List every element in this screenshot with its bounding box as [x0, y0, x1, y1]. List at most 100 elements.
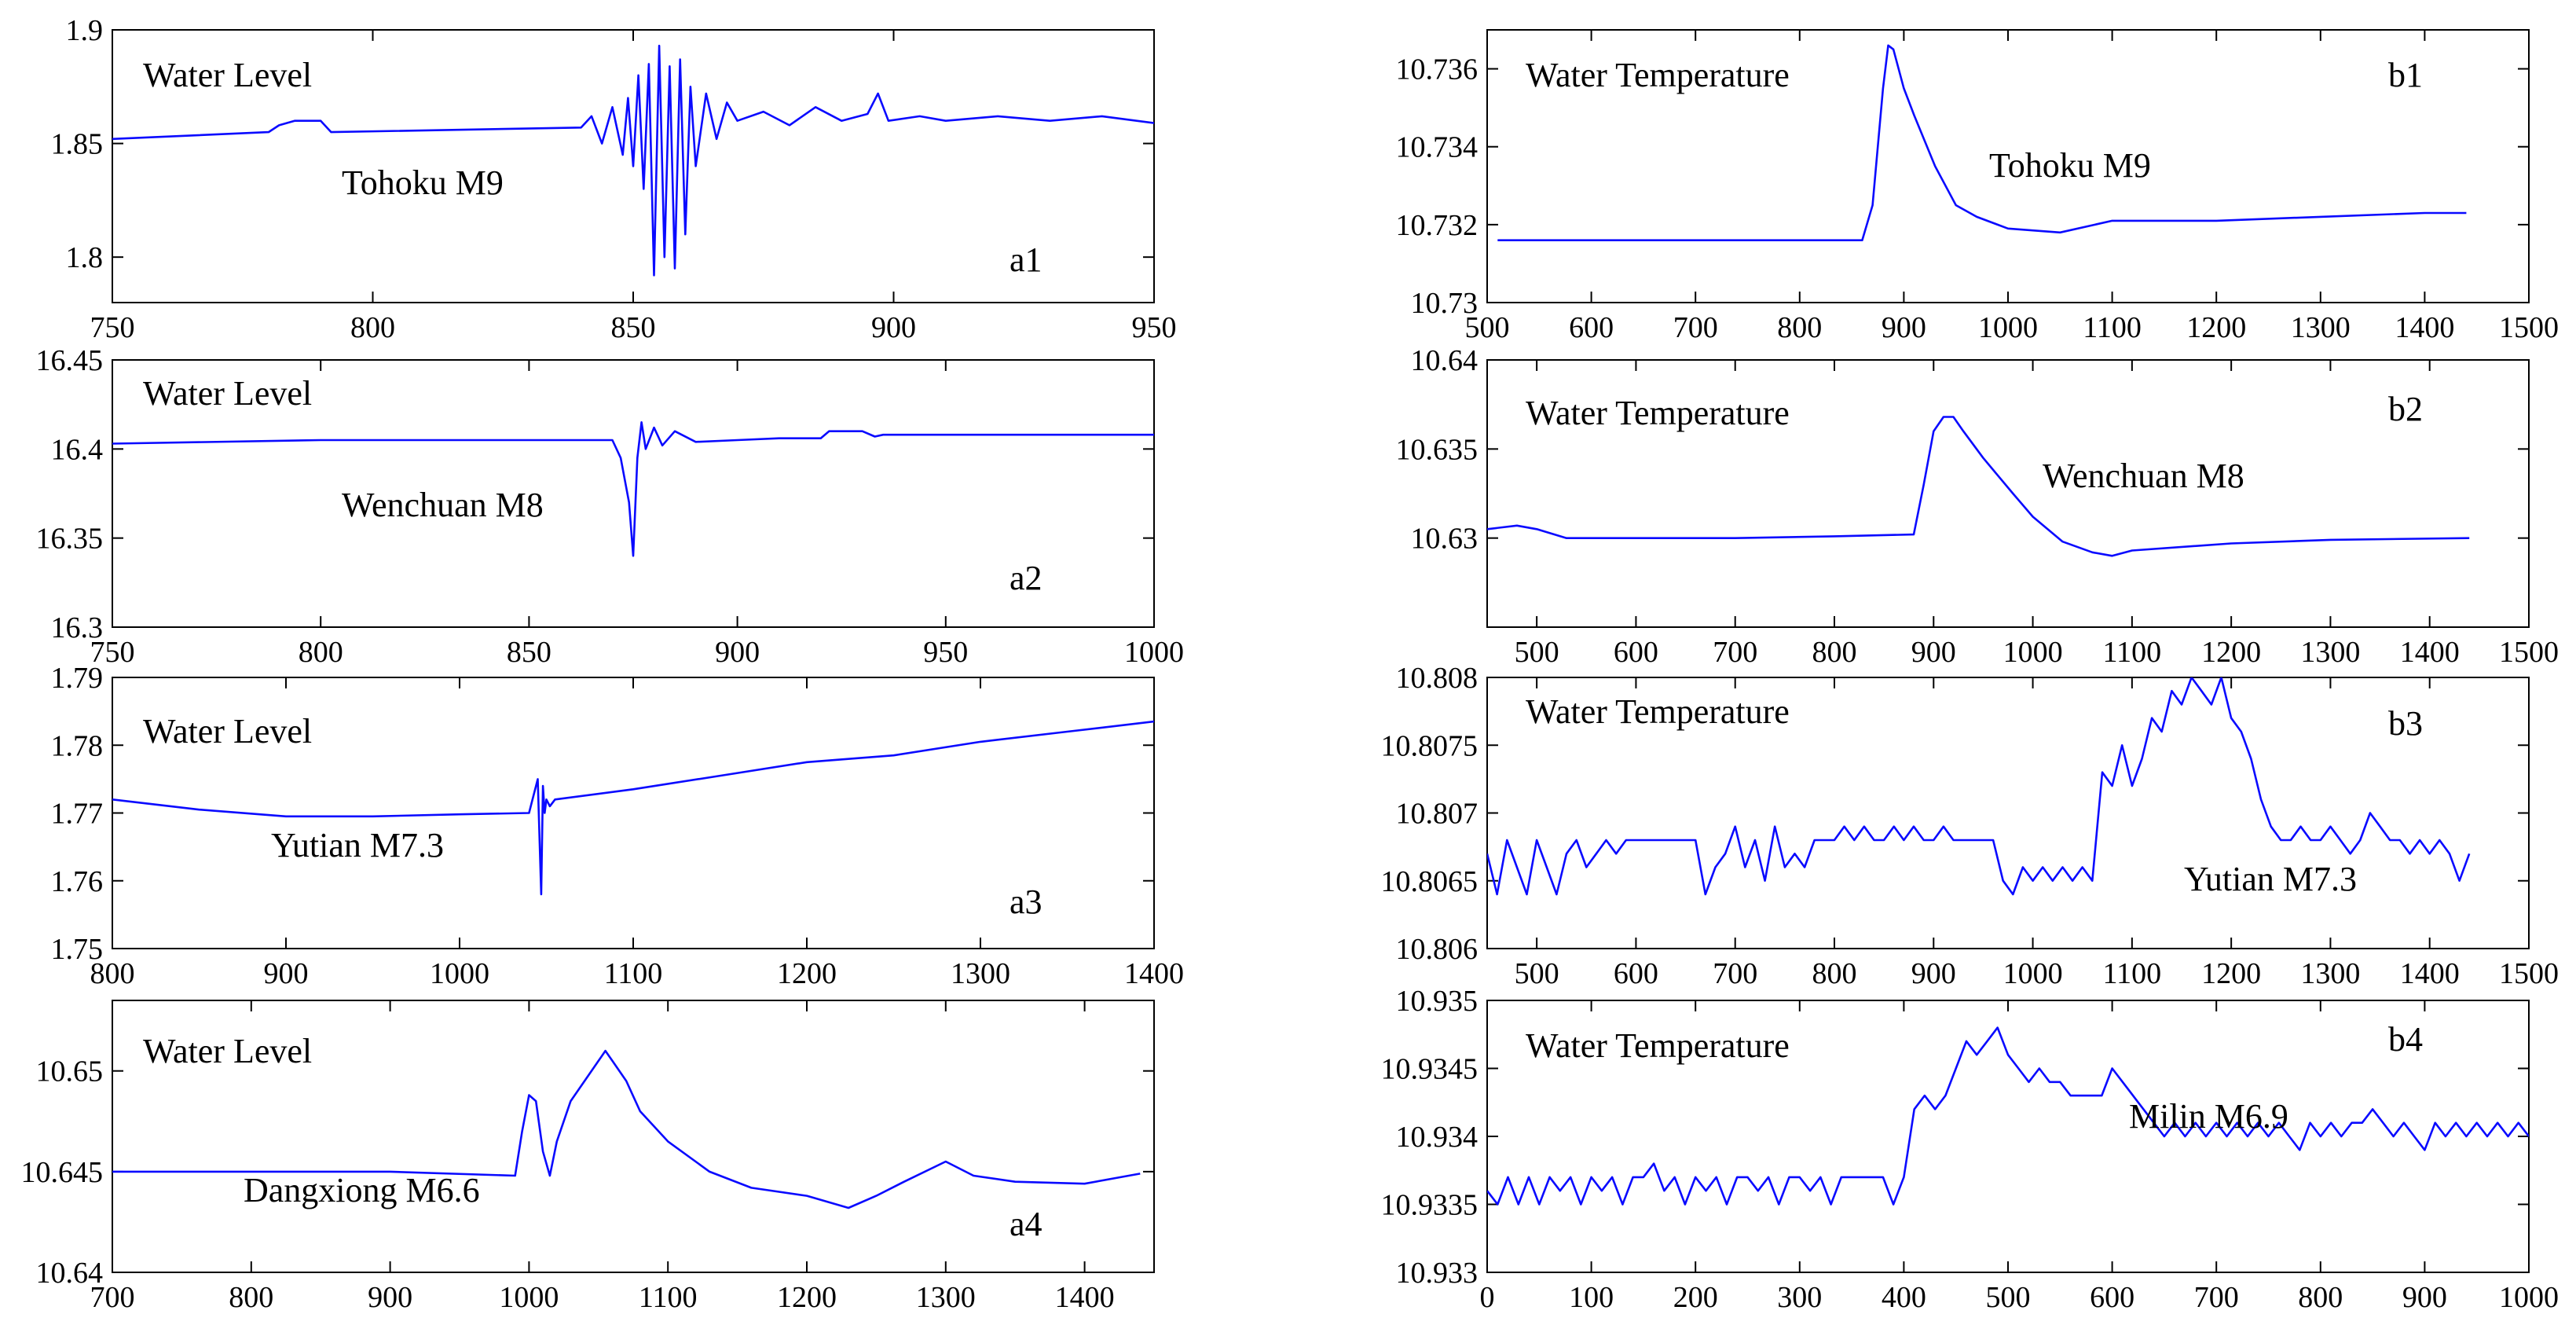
chart-panel-b1: 500 600 700 800 900 1000 1100 1200 1300 1400 1500 1… — [1396, 29, 2559, 344]
y-tick-label: 10.8075 — [1381, 729, 1479, 762]
series-line-b2 — [1487, 416, 2470, 557]
x-tick-label: 900 — [1911, 636, 1956, 669]
x-tick-label: 900 — [1882, 311, 1926, 344]
event-label: Yutian M7.3 — [271, 826, 444, 864]
y-tick-label: 1.85 — [51, 128, 104, 161]
series-line-a1 — [112, 44, 1154, 277]
x-tick-label: 1300 — [2300, 957, 2360, 990]
panels-group: 750 800 850 900 950 1.8 1.85 1.9 Water Level Toho… — [21, 14, 2560, 1314]
x-tick-label: 1100 — [639, 1281, 698, 1314]
y-tick-label: 10.934 — [1396, 1121, 1479, 1154]
series-line-a4 — [112, 1049, 1141, 1209]
chart-panel-a4: 700 800 900 1000 1100 1200 1300 1400 10.64 10.645… — [21, 1000, 1155, 1314]
x-tick-label: 900 — [715, 636, 760, 669]
x-tick-label: 850 — [611, 311, 656, 344]
x-tick-label: 800 — [229, 1281, 273, 1314]
panel-label: b2 — [2388, 390, 2423, 428]
series-line-b1 — [1497, 44, 2467, 242]
y-tick-label: 10.645 — [21, 1156, 104, 1189]
x-tick-label: 1100 — [2103, 957, 2162, 990]
x-tick-label: 1100 — [2083, 311, 2142, 344]
y-tick-label: 10.734 — [1396, 131, 1479, 164]
x-tick-label: 750 — [90, 311, 135, 344]
y-tick-label: 10.64 — [36, 1257, 104, 1290]
x-tick-label: 1400 — [2400, 636, 2460, 669]
series-line-b4 — [1487, 1026, 2529, 1206]
series-line-a3 — [112, 720, 1154, 896]
y-tick-label: 10.65 — [36, 1055, 104, 1088]
y-tick-label: 10.807 — [1396, 798, 1479, 831]
x-tick-label: 800 — [1812, 957, 1857, 990]
x-tick-label: 400 — [1882, 1281, 1926, 1314]
x-tick-label: 1000 — [430, 957, 489, 990]
x-tick-label: 1500 — [2499, 957, 2559, 990]
x-tick-label: 1400 — [1055, 1281, 1115, 1314]
panel-label: a1 — [1010, 240, 1042, 279]
x-tick-label: 1000 — [2003, 636, 2063, 669]
x-tick-label: 800 — [1777, 311, 1822, 344]
x-tick-label: 900 — [871, 311, 916, 344]
y-tick-label: 1.77 — [51, 798, 104, 831]
x-tick-label: 500 — [1515, 636, 1559, 669]
x-tick-label: 1300 — [951, 957, 1010, 990]
chart-panel-b3: 500 600 700 800 900 1000 1100 1200 1300 1400 1500 1… — [1381, 662, 2560, 990]
x-tick-label: 1200 — [2201, 957, 2261, 990]
x-tick-label: 900 — [2402, 1281, 2447, 1314]
y-tick-label: 16.45 — [36, 344, 104, 377]
x-tick-label: 1300 — [2291, 311, 2351, 344]
y-tick-label: 10.806 — [1396, 933, 1479, 966]
x-tick-label: 1400 — [2400, 957, 2460, 990]
x-tick-label: 1000 — [1124, 636, 1184, 669]
x-tick-label: 900 — [264, 957, 309, 990]
x-tick-label: 950 — [923, 636, 968, 669]
panel-label: a3 — [1010, 883, 1042, 921]
x-tick-label: 900 — [368, 1281, 412, 1314]
x-tick-label: 200 — [1673, 1281, 1718, 1314]
panel-label: b4 — [2388, 1020, 2423, 1059]
series-line-b3 — [1487, 677, 2471, 896]
quantity-label: Water Temperature — [1526, 394, 1790, 432]
y-tick-label: 10.933 — [1396, 1257, 1479, 1290]
plot-frame-a2 — [112, 359, 1155, 628]
event-label: Wenchuan M8 — [2043, 457, 2244, 495]
panel-label: a2 — [1010, 559, 1042, 597]
y-tick-label: 1.8 — [66, 241, 104, 274]
x-tick-label: 1200 — [2201, 636, 2261, 669]
y-tick-label: 1.78 — [51, 729, 104, 762]
x-tick-label: 1100 — [604, 957, 663, 990]
x-tick-label: 1200 — [2186, 311, 2246, 344]
x-tick-label: 1000 — [1978, 311, 2038, 344]
chart-panel-a3: 800 900 1000 1100 1200 1300 1400 1.75 1.76 1.77 1.… — [51, 662, 1185, 990]
event-label: Milin M6.9 — [2129, 1097, 2288, 1136]
y-tick-label: 1.76 — [51, 865, 104, 898]
event-label: Tohoku M9 — [1989, 146, 2151, 185]
x-tick-label: 100 — [1569, 1281, 1614, 1314]
x-tick-label: 700 — [1673, 311, 1718, 344]
x-tick-label: 1000 — [2499, 1281, 2559, 1314]
x-tick-label: 700 — [1713, 957, 1757, 990]
event-label: Dangxiong M6.6 — [244, 1171, 480, 1209]
quantity-label: Water Level — [143, 1032, 312, 1070]
y-tick-label: 16.4 — [51, 433, 104, 466]
quantity-label: Water Level — [143, 712, 312, 751]
y-tick-label: 16.35 — [36, 523, 104, 556]
plot-frame-a4 — [112, 1000, 1155, 1273]
x-tick-label: 500 — [1515, 957, 1559, 990]
x-tick-label: 600 — [1614, 957, 1658, 990]
y-tick-label: 10.635 — [1396, 433, 1479, 466]
x-tick-label: 300 — [1777, 1281, 1822, 1314]
quantity-label: Water Temperature — [1526, 56, 1790, 94]
x-tick-label: 500 — [1986, 1281, 2031, 1314]
x-tick-label: 1000 — [499, 1281, 559, 1314]
x-tick-label: 850 — [507, 636, 551, 669]
chart-panel-b4: 0 100 200 300 400 500 600 700 800 900 1000 10.933 10… — [1381, 985, 2560, 1314]
quantity-label: Water Temperature — [1526, 1026, 1790, 1065]
y-tick-label: 1.9 — [66, 14, 104, 47]
y-tick-label: 1.79 — [51, 662, 104, 695]
event-label: Wenchuan M8 — [342, 486, 544, 524]
x-tick-label: 1100 — [2103, 636, 2162, 669]
event-label: Yutian M7.3 — [2184, 860, 2357, 898]
x-tick-label: 1000 — [2003, 957, 2063, 990]
event-label: Tohoku M9 — [342, 163, 504, 202]
y-tick-label: 10.63 — [1411, 523, 1479, 556]
